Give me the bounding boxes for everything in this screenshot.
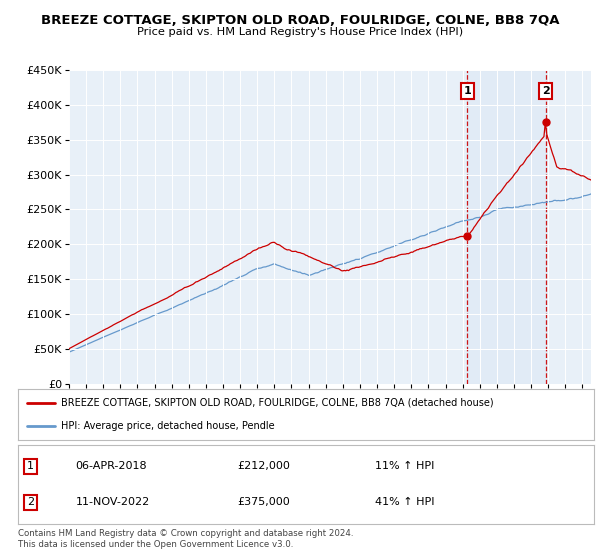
Text: 2: 2 xyxy=(542,86,550,96)
Text: 06-APR-2018: 06-APR-2018 xyxy=(76,461,147,472)
Bar xyxy=(467,70,546,384)
Text: £375,000: £375,000 xyxy=(237,497,290,507)
Text: 1: 1 xyxy=(463,86,471,96)
Text: Contains HM Land Registry data © Crown copyright and database right 2024.
This d: Contains HM Land Registry data © Crown c… xyxy=(18,529,353,549)
Text: HPI: Average price, detached house, Pendle: HPI: Average price, detached house, Pend… xyxy=(61,421,275,431)
Text: 41% ↑ HPI: 41% ↑ HPI xyxy=(375,497,434,507)
Text: 2: 2 xyxy=(27,497,34,507)
Text: BREEZE COTTAGE, SKIPTON OLD ROAD, FOULRIDGE, COLNE, BB8 7QA (detached house): BREEZE COTTAGE, SKIPTON OLD ROAD, FOULRI… xyxy=(61,398,494,408)
Text: Price paid vs. HM Land Registry's House Price Index (HPI): Price paid vs. HM Land Registry's House … xyxy=(137,27,463,37)
Text: 1: 1 xyxy=(27,461,34,472)
Text: 11% ↑ HPI: 11% ↑ HPI xyxy=(375,461,434,472)
Text: 11-NOV-2022: 11-NOV-2022 xyxy=(76,497,150,507)
Text: £212,000: £212,000 xyxy=(237,461,290,472)
Text: BREEZE COTTAGE, SKIPTON OLD ROAD, FOULRIDGE, COLNE, BB8 7QA: BREEZE COTTAGE, SKIPTON OLD ROAD, FOULRI… xyxy=(41,14,559,27)
